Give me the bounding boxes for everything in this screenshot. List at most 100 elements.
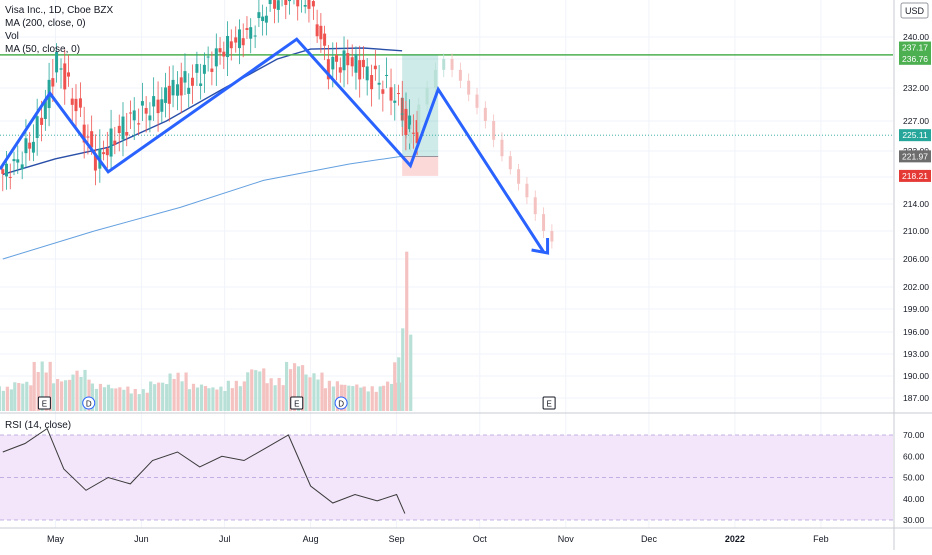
legend-ma200[interactable]: MA (200, close, 0) (5, 18, 86, 29)
volume-bar (207, 388, 211, 411)
volume-bar (238, 386, 242, 411)
earnings-marker (290, 396, 304, 410)
volume-bar (223, 391, 227, 411)
candle-body (404, 108, 408, 135)
volume-bar (250, 369, 254, 411)
volume-bar (378, 386, 382, 411)
candle-body (90, 131, 94, 148)
volume-bar (355, 384, 359, 411)
volume-bar (9, 389, 13, 411)
volume-bar (153, 384, 157, 411)
candle-body (389, 87, 393, 101)
candle-body (408, 115, 412, 130)
volume-bar (71, 374, 75, 411)
axis-layer: 187.00 190.00 193.00 196.00 199.00 202.00 206.… (47, 32, 929, 544)
legend-vol[interactable]: Vol (5, 31, 19, 42)
volume-bar (335, 381, 339, 411)
candle-body (346, 53, 350, 66)
volume-bar (1, 390, 5, 411)
currency-badge[interactable] (900, 2, 929, 19)
volume-bar (312, 373, 316, 411)
candle-body (241, 38, 245, 46)
candle-body (31, 141, 35, 153)
candle-body (67, 72, 71, 77)
projected-candle-body (458, 69, 462, 81)
candle-body (102, 152, 106, 155)
event-marker-label: E (546, 400, 551, 409)
candle-body (43, 99, 47, 119)
price-badge-label: 218.21 (902, 171, 928, 181)
price-badge (899, 41, 931, 54)
candle-body (381, 89, 385, 94)
candle-body (284, 0, 288, 5)
volume-bar (304, 374, 308, 411)
candle-body (187, 87, 191, 94)
projected-candle-body (550, 231, 554, 242)
volume-bar (17, 383, 21, 411)
price-badge-label: 237.17 (902, 43, 928, 53)
volume-bar (284, 361, 289, 411)
volume-bar (129, 393, 133, 411)
volume-bar (145, 392, 149, 411)
candle-body (370, 75, 374, 90)
candle-body (160, 99, 164, 112)
earnings-marker (37, 396, 51, 410)
candle-body (183, 71, 187, 83)
candle-body (276, 0, 280, 10)
candle-body (373, 65, 377, 70)
candle-body (164, 87, 168, 103)
candle-body (190, 77, 194, 86)
price-badge (899, 169, 931, 182)
volume-bar (165, 384, 169, 411)
legend-ma50[interactable]: MA (50, close, 0) (5, 44, 80, 55)
legend-symbol[interactable]: Visa Inc., 1D, Cboe BZX (5, 5, 114, 16)
price-badge (899, 129, 931, 142)
rsi-layer (2, 427, 406, 514)
volume-bar (226, 380, 230, 411)
candle-body (86, 136, 90, 138)
rsi-legend[interactable]: RSI (14, close) (5, 420, 71, 431)
pattern-zigzag (0, 37, 545, 253)
candle-body (51, 78, 55, 87)
candle-body (121, 116, 125, 140)
candle-body (307, 0, 311, 9)
volume-bar (137, 394, 141, 411)
candle-body (12, 159, 16, 162)
volume-bar (374, 391, 378, 411)
rsi-tick-label: 40.00 (903, 494, 925, 504)
candle-body (82, 124, 86, 143)
volume-bar (184, 372, 188, 411)
volume-bar (90, 383, 95, 411)
volume-bar (25, 381, 29, 411)
volume-bar (300, 365, 305, 411)
candle-body (93, 153, 97, 171)
candle-body (222, 51, 226, 57)
volume-bar (277, 378, 281, 411)
pattern-layer[interactable] (0, 37, 550, 255)
candle-body (202, 64, 206, 74)
volume-bar (215, 389, 219, 411)
candle-body (415, 120, 419, 144)
candle-body (358, 60, 362, 80)
candle-body (249, 27, 253, 39)
volume-bar (230, 388, 234, 411)
volume-bar (254, 370, 258, 411)
volume-bar (168, 373, 172, 411)
volume-bar (75, 370, 79, 411)
volume-bar (149, 381, 153, 411)
candle-body (125, 132, 129, 136)
candle-body (20, 164, 24, 170)
rsi-band-layer (0, 434, 893, 521)
candle-body (8, 176, 12, 178)
candle-body (288, 0, 292, 2)
candle-body (78, 98, 82, 108)
candle-body (253, 35, 257, 37)
projected-candle-body (542, 214, 546, 231)
candle-body (24, 138, 28, 154)
dividend-marker (334, 396, 348, 410)
volume-bar (370, 386, 374, 411)
price-badge-label: 236.76 (902, 54, 928, 64)
candle-body (261, 16, 265, 22)
